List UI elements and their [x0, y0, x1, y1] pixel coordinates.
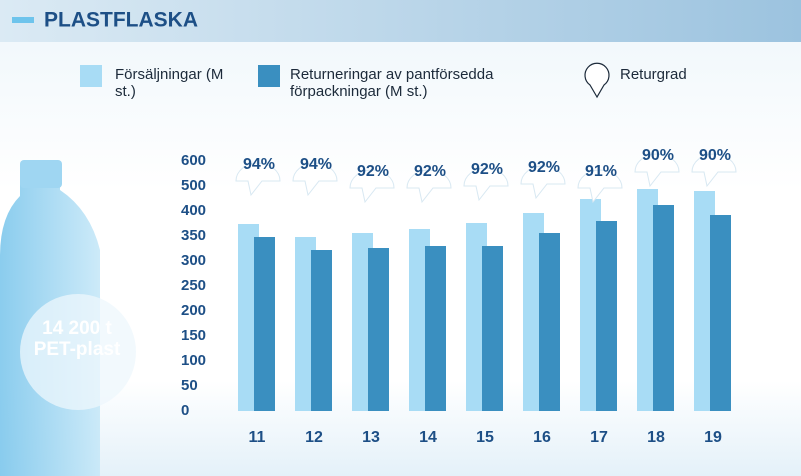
bar: [710, 215, 731, 411]
rate-label: 92%: [528, 159, 560, 176]
x-tick-label: 11: [249, 429, 266, 446]
y-tick-label: 0: [181, 402, 189, 419]
page: PLASTFLASKA 0 50 100 150 200 250 300 350 400 500 6…: [0, 0, 801, 476]
bar: [311, 250, 332, 411]
legend-label: Returgrad: [620, 66, 687, 83]
bar: [482, 246, 503, 411]
y-tick-label: 50: [181, 377, 198, 394]
x-tick-label: 16: [533, 429, 551, 446]
bar: [254, 237, 275, 411]
legend-swatch: [258, 65, 280, 87]
rate-label: 90%: [642, 147, 674, 164]
legend-label: Returneringar av pantförsedda förpacknin…: [290, 66, 550, 100]
y-tick-label: 150: [181, 327, 206, 344]
x-tick-label: 14: [419, 429, 437, 446]
y-tick-label: 600: [181, 152, 206, 169]
chart-title: PLASTFLASKA: [44, 9, 198, 32]
y-tick-label: 300: [181, 252, 206, 269]
legend-bubble: [585, 63, 609, 97]
y-tick-label: 100: [181, 352, 206, 369]
rate-label: 92%: [471, 161, 503, 178]
y-tick-label: 500: [181, 177, 206, 194]
bar: [368, 248, 389, 411]
y-tick-label: 200: [181, 302, 206, 319]
x-tick-label: 18: [647, 429, 665, 446]
bar: [425, 246, 446, 411]
x-tick-label: 19: [704, 429, 722, 446]
bar: [653, 205, 674, 411]
rate-label: 90%: [699, 147, 731, 164]
x-tick-label: 12: [305, 429, 323, 446]
x-tick-label: 17: [590, 429, 608, 446]
y-tick-label: 400: [181, 202, 206, 219]
annotation: 14 200 t PET-plast: [22, 318, 132, 360]
rate-label: 92%: [414, 163, 446, 180]
rate-label: 91%: [585, 163, 617, 180]
legend-label: Försäljningar (M st.): [115, 66, 235, 100]
bar: [539, 233, 560, 411]
x-tick-label: 13: [362, 429, 380, 446]
rate-label: 94%: [300, 156, 332, 173]
bottle-cap: [20, 160, 62, 188]
bar: [596, 221, 617, 411]
rate-label: 92%: [357, 163, 389, 180]
y-tick-label: 350: [181, 227, 206, 244]
header-dash: [12, 17, 34, 23]
rate-label: 94%: [243, 156, 275, 173]
y-tick-label: 250: [181, 277, 206, 294]
x-tick-label: 15: [476, 429, 494, 446]
legend-swatch: [80, 65, 102, 87]
